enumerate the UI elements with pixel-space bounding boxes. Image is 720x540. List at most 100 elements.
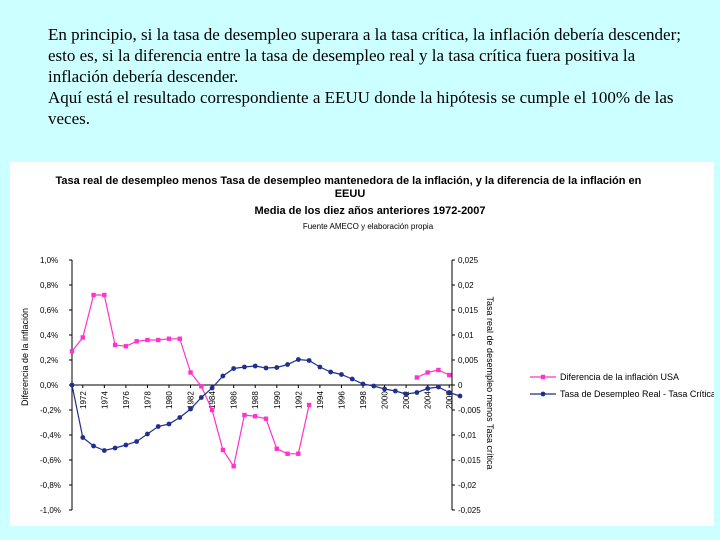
right-tick-label: -0,015: [458, 456, 481, 465]
series-2-point: [155, 424, 161, 429]
left-tick-label: -0,2%: [40, 406, 61, 415]
series-2-point: [134, 439, 140, 444]
left-tick-label: 1,0%: [40, 256, 58, 265]
series-1-point: [436, 367, 441, 373]
series-2-point: [252, 363, 258, 369]
right-axis-label: Tasa real de desempleo menos Tasa crític…: [485, 297, 495, 470]
series-2-point: [69, 382, 75, 388]
x-tick-label: 1972: [79, 391, 88, 409]
series-1-line: [71, 294, 310, 468]
x-tick-label: 1996: [337, 391, 346, 409]
series-2-point: [360, 381, 366, 387]
x-tick-label: 1984: [208, 391, 217, 409]
left-tick-label: 0,6%: [40, 306, 58, 315]
series-2-point: [145, 431, 150, 437]
series-2-point: [317, 364, 323, 370]
right-tick-label: 0,025: [458, 256, 479, 265]
left-tick-label: -0,4%: [40, 431, 61, 440]
x-tick-label: 1998: [359, 391, 368, 409]
right-axis-ticks: 0,025 0,02 0,015 0,01 0,005 0 -0,005 -0,01 -0,01…: [452, 256, 481, 515]
series-1-point: [242, 412, 247, 418]
series-2-point: [166, 421, 172, 427]
series-2-point: [295, 357, 301, 362]
series-1-point: [231, 464, 236, 469]
series-2-point: [188, 406, 193, 412]
series-2-point: [101, 448, 107, 453]
chart-title-line-1: Tasa real de desempleo menos Tasa de des…: [56, 175, 642, 187]
series-2-point: [414, 390, 420, 395]
series-1-point: [123, 344, 129, 349]
x-tick-label: 1990: [273, 391, 282, 409]
x-axis-ticks: 1972 1974 1976 1978 1980 1982 1984 1986 1988 1990…: [79, 385, 454, 409]
series-1-point: [188, 370, 193, 375]
series-1-point: [134, 339, 139, 344]
series-1-point: [306, 402, 312, 408]
legend-label: Tasa de Desempleo Real - Tasa Crítica, U…: [560, 389, 714, 399]
series-1-point: [263, 416, 269, 421]
chart: Tasa real de desempleo menos Tasa de des…: [20, 175, 714, 515]
x-tick-label: 1978: [143, 391, 152, 409]
left-tick-label: -0,8%: [40, 481, 61, 490]
series-1-point: [80, 335, 85, 340]
left-axis-label: Diferencia de la inflación: [20, 308, 30, 406]
legend-label: Diferencia de la inflación USA: [560, 372, 679, 382]
x-tick-label: 2000: [381, 391, 390, 409]
x-tick-label: 1976: [122, 391, 131, 409]
chart-panel: Tasa real de desempleo menos Tasa de des…: [10, 162, 714, 526]
series-2-point: [425, 386, 431, 391]
series-2-point: [457, 393, 463, 399]
x-tick-label: 2006: [445, 391, 454, 409]
series-2-point: [80, 435, 86, 440]
series-1-point: [425, 370, 430, 375]
series-1-point: [253, 414, 258, 419]
x-tick-label: 1992: [294, 391, 303, 409]
left-axis-ticks: 1,0% 0,8% 0,6% 0,4% 0,2% 0,0% -0,2% -0,4% -0,6% -…: [40, 256, 72, 515]
series-2-point: [403, 391, 409, 397]
series-2-point: [91, 443, 96, 449]
right-tick-label: -0,02: [458, 481, 477, 490]
chart-title-line-2: EEUU: [335, 188, 366, 200]
left-tick-label: -1,0%: [40, 506, 61, 515]
series-2: [69, 357, 463, 453]
legend-swatch-marker: [540, 374, 546, 380]
series-2-point: [263, 365, 269, 371]
series-1-point: [156, 337, 161, 343]
series-2-point: [382, 386, 387, 392]
left-tick-label: 0,0%: [40, 381, 58, 390]
series-1-point: [296, 451, 301, 456]
left-tick-label: 0,8%: [40, 281, 58, 290]
series-2-point: [328, 369, 334, 375]
legend: Diferencia de la inflación USA Tasa de De…: [530, 372, 714, 399]
series-2-point: [392, 388, 398, 394]
series-1-point: [285, 451, 290, 456]
left-tick-label: 0,4%: [40, 331, 58, 340]
left-tick-label: -0,6%: [40, 456, 61, 465]
x-tick-label: 1980: [165, 391, 174, 409]
legend-swatch-marker: [540, 391, 546, 397]
series-1-line: [416, 369, 450, 379]
x-tick-label: 1982: [187, 391, 196, 409]
series-2-point: [306, 358, 312, 363]
right-tick-label: -0,005: [458, 406, 481, 415]
intro-paragraph-2: Aquí está el resultado correspondiente a…: [48, 88, 674, 128]
series-2-point: [274, 365, 280, 370]
series-1-point: [145, 337, 150, 343]
series-layer: [69, 292, 463, 469]
right-tick-label: 0,015: [458, 306, 479, 315]
series-1-point: [91, 292, 96, 298]
right-tick-label: 0: [458, 381, 463, 390]
x-tick-label: 1988: [251, 391, 260, 409]
series-2-point: [177, 415, 183, 420]
right-tick-label: 0,005: [458, 356, 479, 365]
series-2-point: [446, 390, 452, 395]
series-2-point: [209, 385, 215, 391]
axes: [71, 260, 453, 510]
x-tick-label: 2004: [424, 391, 433, 409]
chart-title: Tasa real de desempleo menos Tasa de des…: [56, 175, 645, 200]
series-1-point: [209, 407, 215, 413]
x-tick-label: 1974: [100, 391, 109, 409]
right-tick-label: 0,01: [458, 331, 474, 340]
series-1-point: [447, 372, 452, 378]
series-2-point: [242, 364, 247, 370]
chart-source: Fuente AMECO y elaboración propia: [303, 222, 434, 231]
